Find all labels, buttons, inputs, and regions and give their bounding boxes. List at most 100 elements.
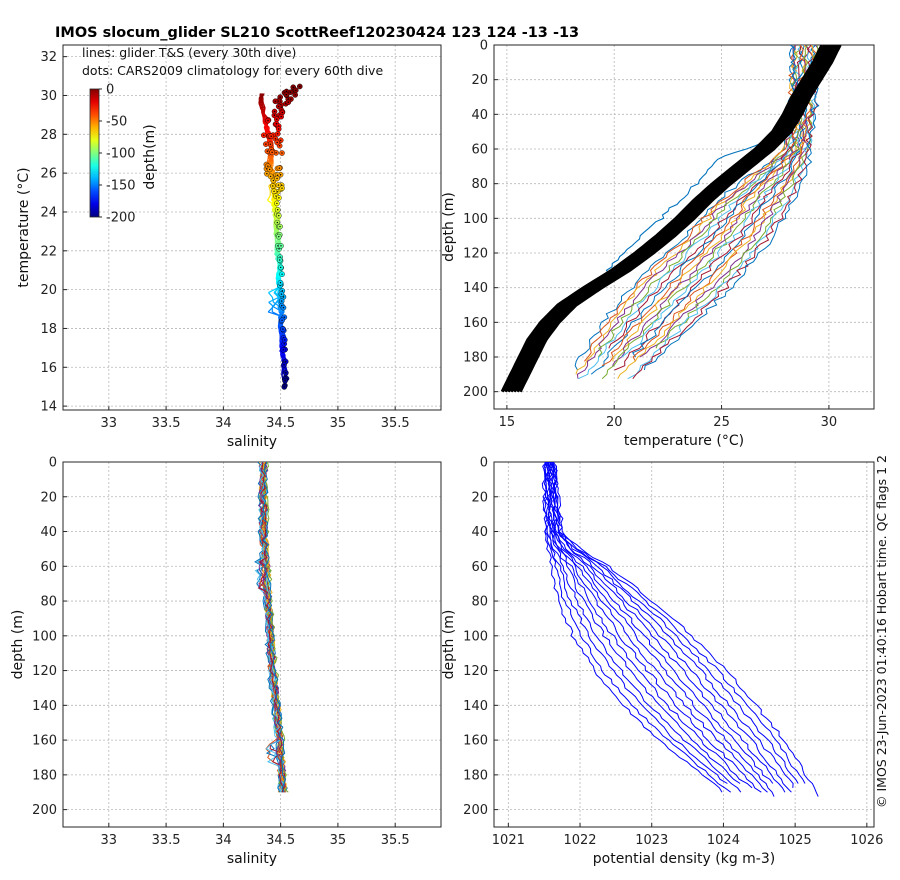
x-tick-label: 15 [499,415,516,430]
climatology-dot-center [275,122,278,125]
y-tick-label: 16 [40,361,57,376]
density-profile-line [546,462,741,784]
colorbar-tick-label: -50 [106,115,127,130]
climatology-dot-center [279,225,281,228]
temperature-outlier-line [605,45,797,275]
climatology-dot-center [278,167,281,169]
colorbar-tick-label: -100 [106,147,136,162]
climatology-dot-center [271,151,273,154]
climatology-dot-center [268,168,271,171]
climatology-profile-line [503,45,827,393]
axes-frame [62,461,442,828]
y-axis-label: depth (m) [10,610,26,680]
y-tick-label: 0 [480,456,488,471]
glider-ts-segment [267,306,274,313]
y-tick-label: 140 [463,281,488,296]
density-profile-line [543,462,728,784]
climatology-dot-center [265,143,267,145]
glider-ts-segment [265,127,270,133]
climatology-dot-center [280,300,283,302]
glider-ts-segment [266,195,271,201]
glider-ts-segment [274,234,277,240]
y-tick-label: 32 [40,50,57,65]
climatology-dot-center [295,89,297,91]
plot-area [63,462,441,827]
plot-content [254,462,289,793]
climatology-dot-center [279,259,281,261]
y-tick-label: 22 [40,244,57,259]
x-tick-label: 33 [101,416,118,431]
climatology-dot-center [278,248,280,250]
plot-area [494,462,874,827]
colorbar-tick-label: -200 [106,211,136,226]
axes-frame [62,44,442,411]
figure-title: IMOS slocum_glider SL210 ScottReef120230… [55,25,579,41]
colorbar [89,88,100,218]
climatology-profile-line [500,45,824,393]
climatology-profile-line [506,45,830,393]
climatology-dot-center [285,360,287,363]
glider-ts-segment [268,287,279,294]
y-tick-label: 80 [40,595,57,610]
climatology-dot-center [289,91,292,93]
y-tick-label: 200 [463,803,488,818]
y-tick-label: 120 [32,664,57,679]
density-profile-line [546,462,762,793]
x-axis-label: potential density (kg m-3) [593,851,775,867]
climatology-dot-center [276,174,279,176]
glider-ts-segment [268,292,273,298]
climatology-dot-center [281,319,283,321]
climatology-dot-center [280,266,282,269]
y-tick-label: 60 [471,560,488,575]
density-profile-line [541,462,723,793]
climatology-dot-center [282,349,284,351]
y-tick-label: 28 [40,128,57,143]
x-tick-label: 1024 [707,833,740,848]
y-tick-label: 180 [463,768,488,783]
glider-ts-segment [258,103,262,109]
plot-content [258,83,303,390]
climatology-profile-line [518,45,842,393]
climatology-dot-center [266,150,269,152]
climatology-dot-center [277,191,279,193]
climatology-dot-center [284,380,286,382]
panel-ts-diagram: 33 33.5 34 34.5 35 35.5 14 16 18 20 22 24 26 28 30 32 sa… [16,44,442,450]
glider-ts-segment [271,297,274,303]
legend-entry: lines: glider T&S (every 30th dive) [82,45,296,60]
climatology-dot-center [287,101,290,103]
glider-ts-segment [278,331,282,337]
y-tick-label: 180 [463,351,488,366]
glider-ts-segment [266,156,270,162]
climatology-dot-center [274,138,277,140]
x-tick-label: 33.5 [152,416,181,431]
glider-ts-segment [258,98,261,104]
glider-ts-segment [274,229,280,235]
glider-ts-segment [261,93,265,99]
climatology-dot-center [276,221,279,224]
x-tick-label: 1022 [563,833,596,848]
climatology-dot-center [278,235,280,238]
y-tick-label: 100 [463,212,488,227]
climatology-dot-center [276,202,278,205]
y-axis-label: temperature (°C) [16,167,32,287]
climatology-dot-center [272,179,275,182]
glider-ts-segment [261,107,265,114]
temperature-profile-line [643,45,826,371]
glider-ts-segment [279,341,282,347]
legend-entry: dots: CARS2009 climatology for every 60t… [82,63,383,78]
x-tick-label: 35.5 [381,833,410,848]
climatology-dot-center [279,96,281,98]
y-tick-label: 120 [463,664,488,679]
x-tick-label: 34 [215,833,232,848]
density-profile-line [549,462,786,793]
climatology-dot-center [283,316,286,318]
climatology-dot-center [267,165,269,167]
climatology-dot-center [283,364,285,366]
climatology-dot-center [273,114,276,117]
climatology-dot-center [270,135,272,137]
y-tick-label: 14 [40,400,57,415]
x-tick-label: 33.5 [152,833,181,848]
glider-ts-segment [275,253,279,259]
climatology-dot-center [267,119,269,122]
